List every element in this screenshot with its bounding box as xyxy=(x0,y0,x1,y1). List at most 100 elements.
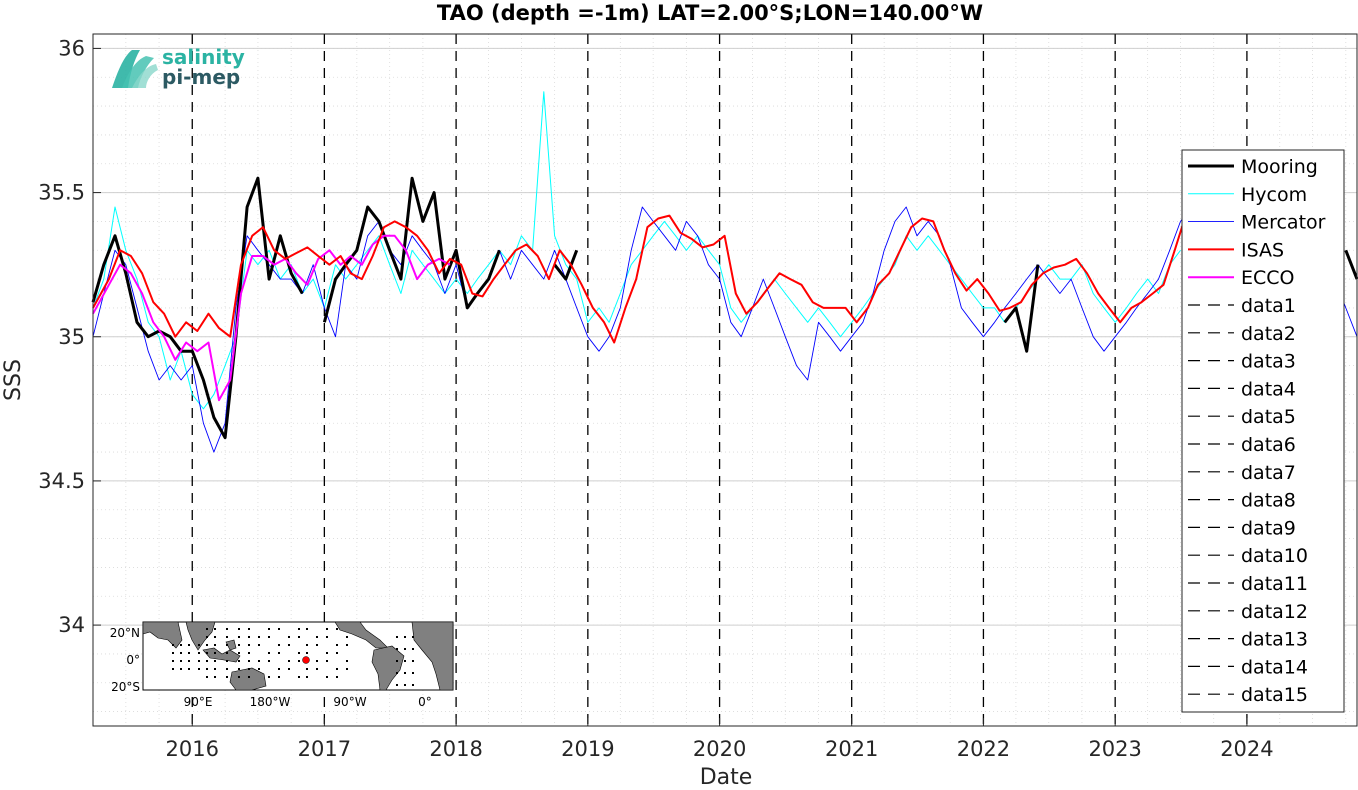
inset-map-dot xyxy=(336,652,338,654)
inset-map-dot xyxy=(226,636,228,638)
x-tick-label: 2020 xyxy=(693,737,746,761)
x-tick-label: 2018 xyxy=(429,737,482,761)
inset-map-location-marker xyxy=(302,656,310,664)
inset-map-dot xyxy=(412,660,414,662)
inset-map-dot xyxy=(188,644,190,646)
inset-map-dot xyxy=(238,628,240,630)
inset-map-dot xyxy=(214,628,216,630)
y-tick-label: 36 xyxy=(58,36,85,60)
inset-map-dot xyxy=(258,660,260,662)
inset-map-dot xyxy=(278,644,280,646)
inset-map-dot xyxy=(404,648,406,650)
inset-map-dot xyxy=(278,652,280,654)
inset-map-dot xyxy=(214,644,216,646)
legend-entry: ECCO xyxy=(1241,267,1295,289)
inset-map-dot xyxy=(206,644,208,646)
inset-map-dot xyxy=(346,668,348,670)
inset-map-dot xyxy=(288,660,290,662)
legend-entry: Hycom xyxy=(1241,184,1307,206)
legend-entry: ISAS xyxy=(1241,239,1284,261)
series-line-mooring xyxy=(91,176,1358,440)
inset-map-dot xyxy=(214,636,216,638)
inset-map-dot xyxy=(316,636,318,638)
inset-map-lat-label: 20°S xyxy=(111,680,140,694)
inset-map-lat-label: 20°N xyxy=(110,626,140,640)
legend-entry: data14 xyxy=(1241,656,1308,678)
inset-map-dot xyxy=(248,636,250,638)
inset-map-dot xyxy=(268,628,270,630)
inset-map-dot xyxy=(172,660,174,662)
legend-entry: data9 xyxy=(1241,517,1296,539)
inset-map-dot xyxy=(198,652,200,654)
inset-map-dot xyxy=(326,628,328,630)
inset-map-dot xyxy=(306,628,308,630)
inset-map-dot xyxy=(336,676,338,678)
inset-map-dot xyxy=(412,684,414,686)
inset-map-dot xyxy=(316,660,318,662)
legend-entry: Mooring xyxy=(1241,156,1318,178)
inset-map-dot xyxy=(206,628,208,630)
inset-map-dot xyxy=(278,676,280,678)
inset-map-dot xyxy=(226,644,228,646)
inset-map-dot xyxy=(214,660,216,662)
inset-map-dot xyxy=(238,660,240,662)
series-line-mercator xyxy=(92,177,1358,453)
inset-map-dot xyxy=(180,644,182,646)
inset-map-dot xyxy=(214,668,216,670)
inset-map-dot xyxy=(346,644,348,646)
inset-map-dot xyxy=(278,668,280,670)
inset-map-dot xyxy=(180,660,182,662)
inset-map-dot xyxy=(172,668,174,670)
inset-map-dot xyxy=(206,636,208,638)
inset-map-dot xyxy=(278,628,280,630)
x-tick-label: 2016 xyxy=(166,737,219,761)
inset-map-dot xyxy=(316,668,318,670)
inset-map-dot xyxy=(226,668,228,670)
inset-map-dot xyxy=(268,660,270,662)
legend-entry: data15 xyxy=(1241,684,1308,706)
plot-area xyxy=(93,34,1357,726)
inset-map-lon-label: 90°E xyxy=(184,695,213,709)
inset-map-dot xyxy=(214,652,216,654)
inset-map-dot xyxy=(248,652,250,654)
inset-map-dot xyxy=(306,652,308,654)
inset-map-lon-label: 90°W xyxy=(333,695,366,709)
y-tick-label: 34.5 xyxy=(38,469,85,493)
series-lines xyxy=(91,91,1358,453)
inset-map-dot xyxy=(346,660,348,662)
inset-map-mooring-dots xyxy=(172,628,414,686)
inset-map-dot xyxy=(206,652,208,654)
inset-map-dot xyxy=(288,636,290,638)
chart-title: TAO (depth =-1m) LAT=2.00°S;LON=140.00°W xyxy=(437,1,983,25)
inset-map-dot xyxy=(412,636,414,638)
inset-map-dot xyxy=(172,644,174,646)
legend-entry: data10 xyxy=(1241,545,1308,567)
legend-entry: data2 xyxy=(1241,323,1296,345)
inset-map-dot xyxy=(238,668,240,670)
y-tick-label: 35 xyxy=(58,325,85,349)
inset-map-dot xyxy=(188,652,190,654)
x-tick-label: 2022 xyxy=(957,737,1010,761)
inset-map-lon-label: 0° xyxy=(418,695,432,709)
inset-map-dot xyxy=(180,668,182,670)
inset-map-dot xyxy=(298,660,300,662)
inset-map-dot xyxy=(248,668,250,670)
inset-map-dot xyxy=(412,648,414,650)
inset-map-dot xyxy=(214,676,216,678)
plot-frame xyxy=(92,33,1358,727)
legend-entry: data4 xyxy=(1241,378,1296,400)
inset-map-dot xyxy=(288,668,290,670)
inset-map-dot xyxy=(206,660,208,662)
inset-map-dot xyxy=(226,652,228,654)
legend-box xyxy=(1181,149,1345,713)
inset-map-dot xyxy=(198,660,200,662)
inset-map-dot xyxy=(326,676,328,678)
inset-map-dot xyxy=(226,628,228,630)
inset-map-dot xyxy=(238,644,240,646)
inset-map-dot xyxy=(396,660,398,662)
inset-map-dot xyxy=(336,644,338,646)
inset-map-dot xyxy=(404,660,406,662)
x-axis-label: Date xyxy=(700,765,753,790)
inset-map-dot xyxy=(316,644,318,646)
